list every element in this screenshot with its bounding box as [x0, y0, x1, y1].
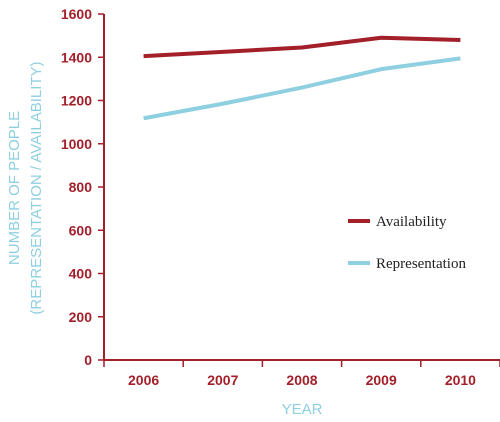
- legend-label-representation: Representation: [376, 256, 466, 272]
- y-tick-label: 1200: [61, 93, 92, 109]
- x-tick-label: 2008: [286, 372, 317, 388]
- series-lines: [143, 35, 461, 121]
- axes: [103, 14, 500, 361]
- x-axis-ticks: 2006 2007 2008 2009 2010: [103, 360, 500, 388]
- x-tick-label: 2009: [366, 372, 397, 388]
- series-line-availability: [143, 35, 461, 59]
- y-axis-title-line-1: NUMBER OF PEOPLE: [6, 111, 23, 265]
- y-tick-label: 0: [84, 352, 92, 368]
- y-tick-label: 800: [69, 179, 93, 195]
- y-tick-label: 200: [69, 309, 93, 325]
- y-axis-title-line-2: (REPRESENTATION / AVAILABILITY): [28, 61, 45, 314]
- y-tick-label: 1400: [61, 49, 92, 65]
- y-axis-title: NUMBER OF PEOPLE (REPRESENTATION / AVAIL…: [6, 61, 45, 314]
- y-tick-label: 1000: [61, 136, 92, 152]
- legend: Availability Representation: [348, 214, 466, 272]
- x-tick-label: 2006: [128, 372, 159, 388]
- x-tick-label: 2007: [207, 372, 238, 388]
- y-tick-label: 400: [69, 266, 93, 282]
- legend-label-availability: Availability: [376, 214, 447, 230]
- y-tick-label: 1600: [61, 6, 92, 22]
- y-tick-label: 600: [69, 222, 93, 238]
- y-axis-ticks: 0 200 400 600 800 1000 1200 1400 1600: [61, 6, 104, 368]
- x-tick-label: 2010: [445, 372, 476, 388]
- series-line-representation: [143, 56, 461, 121]
- x-axis-title: YEAR: [282, 401, 323, 418]
